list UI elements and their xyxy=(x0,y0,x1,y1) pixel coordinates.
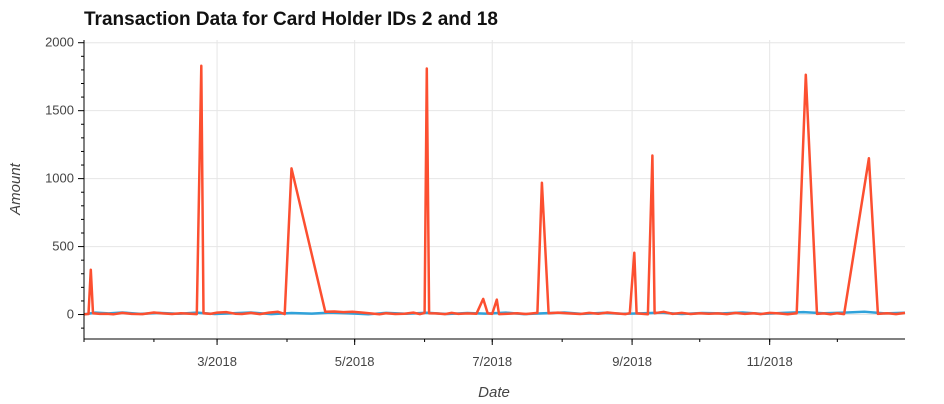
x-tick-label: 3/2018 xyxy=(197,354,237,369)
x-tick-label: 7/2018 xyxy=(472,354,512,369)
y-tick-label: 2000 xyxy=(45,35,74,50)
axes xyxy=(78,40,905,345)
y-tick-labels: 0 500 1000 1500 2000 xyxy=(45,35,74,322)
x-tick-label: 11/2018 xyxy=(747,354,793,369)
series-layer xyxy=(83,64,906,316)
y-tick-label: 500 xyxy=(52,239,74,254)
y-axis-label: Amount xyxy=(7,162,24,216)
series-line-card-holder-18 xyxy=(83,64,906,316)
x-tick-label: 9/2018 xyxy=(612,354,652,369)
grid xyxy=(84,40,905,339)
y-tick-label: 0 xyxy=(67,307,74,322)
x-tick-label: 5/2018 xyxy=(335,354,375,369)
chart-title: Transaction Data for Card Holder IDs 2 a… xyxy=(84,9,498,30)
plot-area xyxy=(84,40,905,339)
x-tick-labels: 3/2018 5/2018 7/2018 9/2018 11/2018 xyxy=(197,354,792,369)
y-tick-label: 1000 xyxy=(45,171,74,186)
x-axis-label: Date xyxy=(478,384,510,401)
y-tick-label: 1500 xyxy=(45,103,74,118)
